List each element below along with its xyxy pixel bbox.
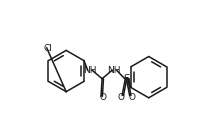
Text: NH: NH [83, 66, 97, 75]
Text: S: S [123, 74, 130, 84]
Text: O: O [129, 93, 135, 102]
Text: O: O [118, 93, 125, 102]
Text: O: O [99, 93, 107, 101]
Text: Cl: Cl [44, 44, 53, 53]
Text: NH: NH [108, 66, 121, 75]
